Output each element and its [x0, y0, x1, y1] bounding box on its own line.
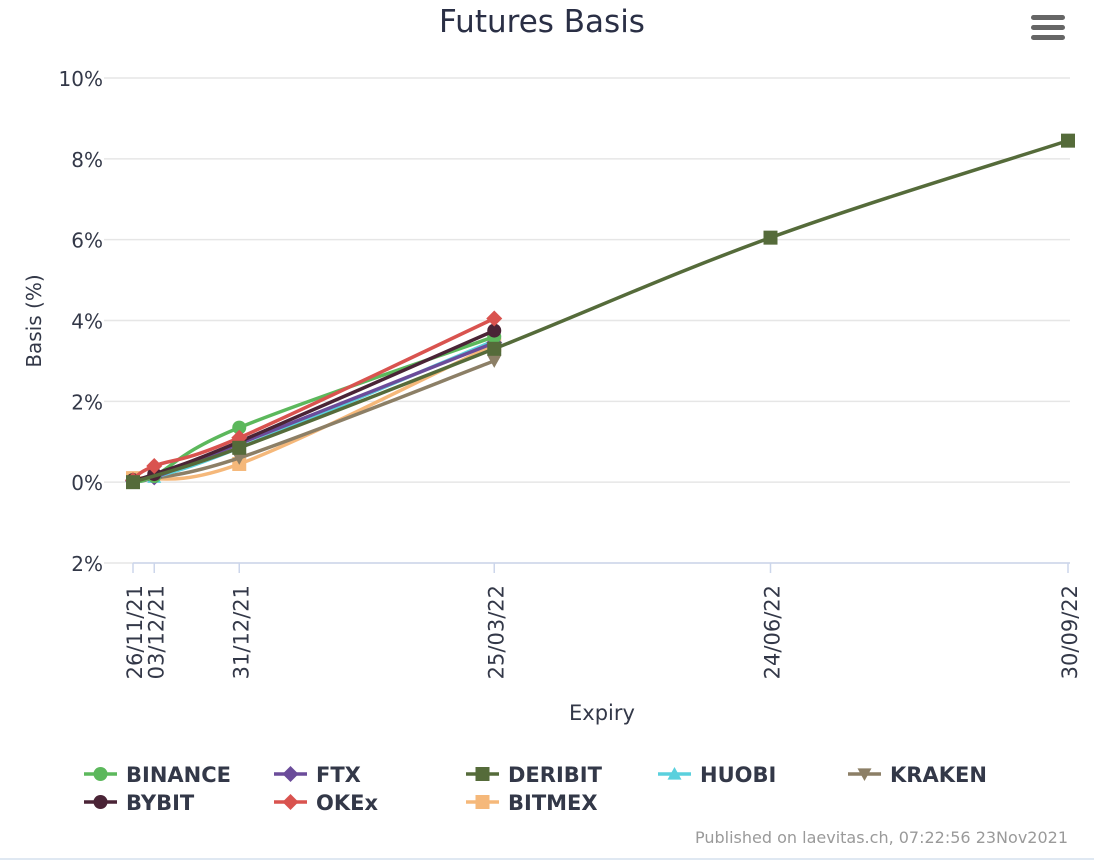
data-point-okex [146, 458, 163, 474]
hamburger-menu-icon[interactable] [1022, 8, 1074, 48]
x-tick-label: 25/03/22 [484, 585, 508, 679]
legend-label-kraken: KRAKEN [890, 763, 987, 787]
series-line-ftx [131, 340, 496, 484]
legend-layer: BINANCE FTX DERIBIT HUOBI KRAKEN BYBIT OKEx BIT… [84, 763, 987, 815]
series-deribit [126, 133, 1075, 490]
legend-marker-bitmex [475, 795, 490, 809]
legend-item-huobi[interactable]: HUOBI [658, 763, 776, 787]
data-point-deribit [487, 341, 502, 356]
y-tick-label: 10% [59, 67, 103, 91]
data-point-okex [486, 310, 503, 327]
legend-item-bitmex[interactable]: BITMEX [466, 791, 598, 815]
legend-marker-binance [93, 767, 108, 781]
legend-label-binance: BINANCE [126, 763, 231, 787]
x-tick-label: 24/06/22 [761, 585, 785, 679]
x-tick-label: 03/12/21 [144, 585, 168, 679]
data-point-deribit [232, 440, 247, 455]
x-tick-label: 30/09/22 [1058, 585, 1082, 679]
y-tick-label: 4% [71, 310, 103, 334]
legend-marker-kraken [857, 768, 872, 781]
y-tick-label: 8% [71, 148, 103, 172]
y-tick-label: 0% [71, 471, 103, 495]
legend-item-ftx[interactable]: FTX [274, 763, 361, 787]
data-point-kraken [232, 452, 247, 465]
legend-label-bitmex: BITMEX [508, 791, 598, 815]
data-point-deribit [763, 230, 778, 245]
bottom-border [0, 858, 1094, 860]
data-point-bybit [487, 323, 502, 338]
data-point-deribit [126, 475, 140, 490]
chart-title: Futures Basis [439, 4, 645, 40]
x-tick-label: 26/11/21 [123, 585, 147, 679]
chart-credit: Published on laevitas.ch, 07:22:56 23Nov… [695, 828, 1068, 847]
legend-marker-bybit [93, 795, 108, 809]
legend-marker-deribit [475, 767, 490, 781]
legend-item-kraken[interactable]: KRAKEN [848, 763, 987, 787]
legend-label-bybit: BYBIT [126, 791, 195, 815]
x-axis-title: Expiry [569, 701, 635, 725]
legend-item-bybit[interactable]: BYBIT [84, 791, 195, 815]
y-tick-label: 2% [71, 390, 103, 414]
y-axis-title: Basis (%) [22, 274, 46, 367]
data-point-binance [232, 420, 247, 435]
data-point-kraken [487, 355, 502, 368]
legend-marker-huobi [667, 767, 682, 780]
legend-marker-okex [282, 794, 299, 810]
legend-label-huobi: HUOBI [700, 763, 776, 787]
legend-label-ftx: FTX [316, 763, 361, 787]
series-line-okex [131, 316, 496, 482]
y-tick-label: 6% [71, 229, 103, 253]
legend-item-okex[interactable]: OKEx [274, 791, 378, 815]
y-tick-label: 2% [71, 552, 103, 576]
legend-label-deribit: DERIBIT [508, 763, 603, 787]
x-tick-label: 31/12/21 [229, 585, 253, 679]
data-point-deribit [1061, 133, 1075, 148]
grid-layer [104, 77, 1070, 564]
legend-label-okex: OKEx [316, 791, 378, 815]
series-layer [125, 133, 1075, 490]
legend-marker-ftx [282, 766, 299, 782]
legend-item-binance[interactable]: BINANCE [84, 763, 231, 787]
legend-item-deribit[interactable]: DERIBIT [466, 763, 603, 787]
